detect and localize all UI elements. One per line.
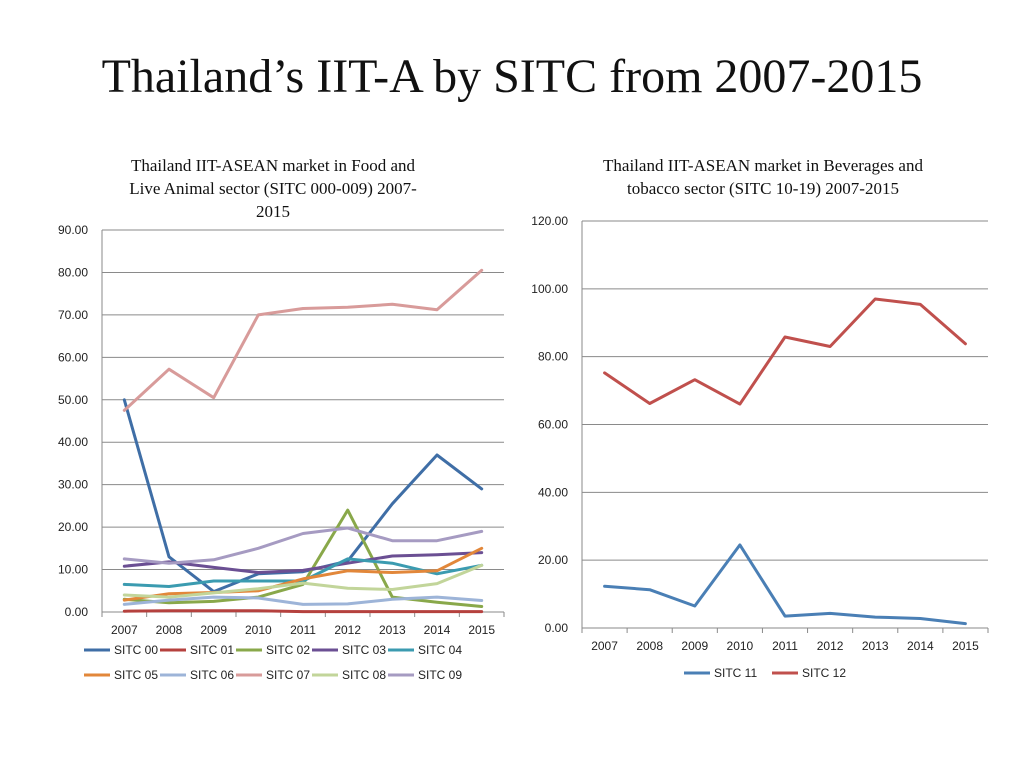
- y-tick-label: 120.00: [531, 214, 568, 228]
- y-tick-label: 70.00: [58, 308, 88, 322]
- x-tick-label: 2009: [200, 623, 227, 637]
- legend-item: SITC 05: [84, 668, 158, 682]
- legend-label: SITC 05: [114, 668, 158, 682]
- legend-item: SITC 03: [312, 643, 386, 657]
- y-tick-label: 50.00: [58, 393, 88, 407]
- x-tick-label: 2015: [952, 639, 979, 653]
- legend-item: SITC 01: [160, 643, 234, 657]
- chart-beverages-title-line-2: tobacco sector (SITC 10-19) 2007-2015: [627, 179, 899, 198]
- series-line-sitc-12: [603, 297, 967, 406]
- legend-label: SITC 08: [342, 668, 386, 682]
- y-tick-label: 90.00: [58, 223, 88, 237]
- legend-label: SITC 04: [418, 643, 462, 657]
- x-tick-label: 2011: [772, 639, 798, 653]
- legend-label: SITC 01: [190, 643, 234, 657]
- y-tick-label: 60.00: [58, 350, 88, 364]
- legend-label: SITC 11: [714, 666, 757, 680]
- series-line-sitc-11: [603, 543, 967, 626]
- legend-label: SITC 12: [802, 666, 846, 680]
- x-tick-label: 2008: [636, 639, 663, 653]
- chart-beverages-title: Thailand IIT-ASEAN market in Beverages a…: [560, 154, 966, 200]
- legend-item: SITC 09: [388, 668, 462, 682]
- y-tick-label: 20.00: [538, 553, 568, 567]
- x-tick-label: 2014: [424, 623, 451, 637]
- series-line-sitc-03: [122, 551, 484, 574]
- chart-food-title-line-3: 2015: [256, 202, 290, 221]
- legend-item: SITC 07: [236, 668, 310, 682]
- chart-food-title: Thailand IIT-ASEAN market in Food and Li…: [92, 154, 454, 223]
- x-tick-label: 2012: [817, 639, 844, 653]
- x-tick-label: 2014: [907, 639, 934, 653]
- series-line-sitc-01: [122, 609, 484, 614]
- legend-label: SITC 06: [190, 668, 234, 682]
- x-tick-label: 2007: [111, 623, 138, 637]
- series-line-sitc-08: [122, 563, 484, 599]
- legend-label: SITC 07: [266, 668, 310, 682]
- y-tick-label: 60.00: [538, 418, 568, 432]
- x-tick-label: 2012: [334, 623, 361, 637]
- x-tick-label: 2007: [591, 639, 618, 653]
- legend-item: SITC 06: [160, 668, 234, 682]
- x-tick-label: 2010: [727, 639, 754, 653]
- y-tick-label: 40.00: [538, 485, 568, 499]
- legend-item: SITC 00: [84, 643, 158, 657]
- legend-item: SITC 12: [772, 666, 846, 680]
- x-tick-label: 2013: [862, 639, 889, 653]
- y-tick-label: 0.00: [65, 605, 89, 619]
- series-line-sitc-09: [122, 526, 484, 565]
- legend-label: SITC 02: [266, 643, 310, 657]
- legend-label: SITC 03: [342, 643, 386, 657]
- legend-label: SITC 00: [114, 643, 158, 657]
- x-tick-label: 2013: [379, 623, 406, 637]
- y-tick-label: 80.00: [538, 350, 568, 364]
- x-tick-label: 2011: [290, 623, 316, 637]
- chart-food-title-line-2: Live Animal sector (SITC 000-009) 2007-: [129, 179, 417, 198]
- y-tick-label: 80.00: [58, 265, 88, 279]
- legend-item: SITC 11: [684, 666, 757, 680]
- x-tick-label: 2008: [156, 623, 183, 637]
- chart-food: 0.00 10.00 20.00 30.00 40.00 50.00 60.00 70.00 8…: [58, 223, 505, 682]
- chart-beverages-title-line-1: Thailand IIT-ASEAN market in Beverages a…: [603, 156, 923, 175]
- legend-label: SITC 09: [418, 668, 462, 682]
- y-tick-label: 0.00: [545, 621, 569, 635]
- series-line-sitc-06: [122, 595, 484, 606]
- y-tick-label: 10.00: [58, 563, 88, 577]
- legend-item: SITC 08: [312, 668, 386, 682]
- x-tick-label: 2010: [245, 623, 272, 637]
- slide-title: Thailand’s IIT-A by SITC from 2007-2015: [101, 50, 923, 103]
- x-tick-label: 2015: [468, 623, 495, 637]
- legend-item: SITC 04: [388, 643, 462, 657]
- series-line-sitc-07: [122, 268, 484, 412]
- chart-food-title-line-1: Thailand IIT-ASEAN market in Food and: [130, 156, 416, 175]
- legend-beverages: SITC 11 SITC 12: [684, 666, 846, 680]
- legend-item: SITC 02: [236, 643, 310, 657]
- legend-food: SITC 00 SITC 01 SITC 02 SITC 03 SITC 04 SITC …: [84, 643, 462, 682]
- x-tick-label: 2009: [681, 639, 708, 653]
- y-tick-label: 40.00: [58, 435, 88, 449]
- chart-beverages: 0.00 20.00 40.00 60.00 80.00 100.00 120.00 2007…: [531, 214, 989, 680]
- y-tick-label: 100.00: [531, 282, 568, 296]
- y-tick-label: 30.00: [58, 478, 88, 492]
- series-line-sitc-05: [122, 546, 484, 602]
- y-tick-label: 20.00: [58, 520, 88, 534]
